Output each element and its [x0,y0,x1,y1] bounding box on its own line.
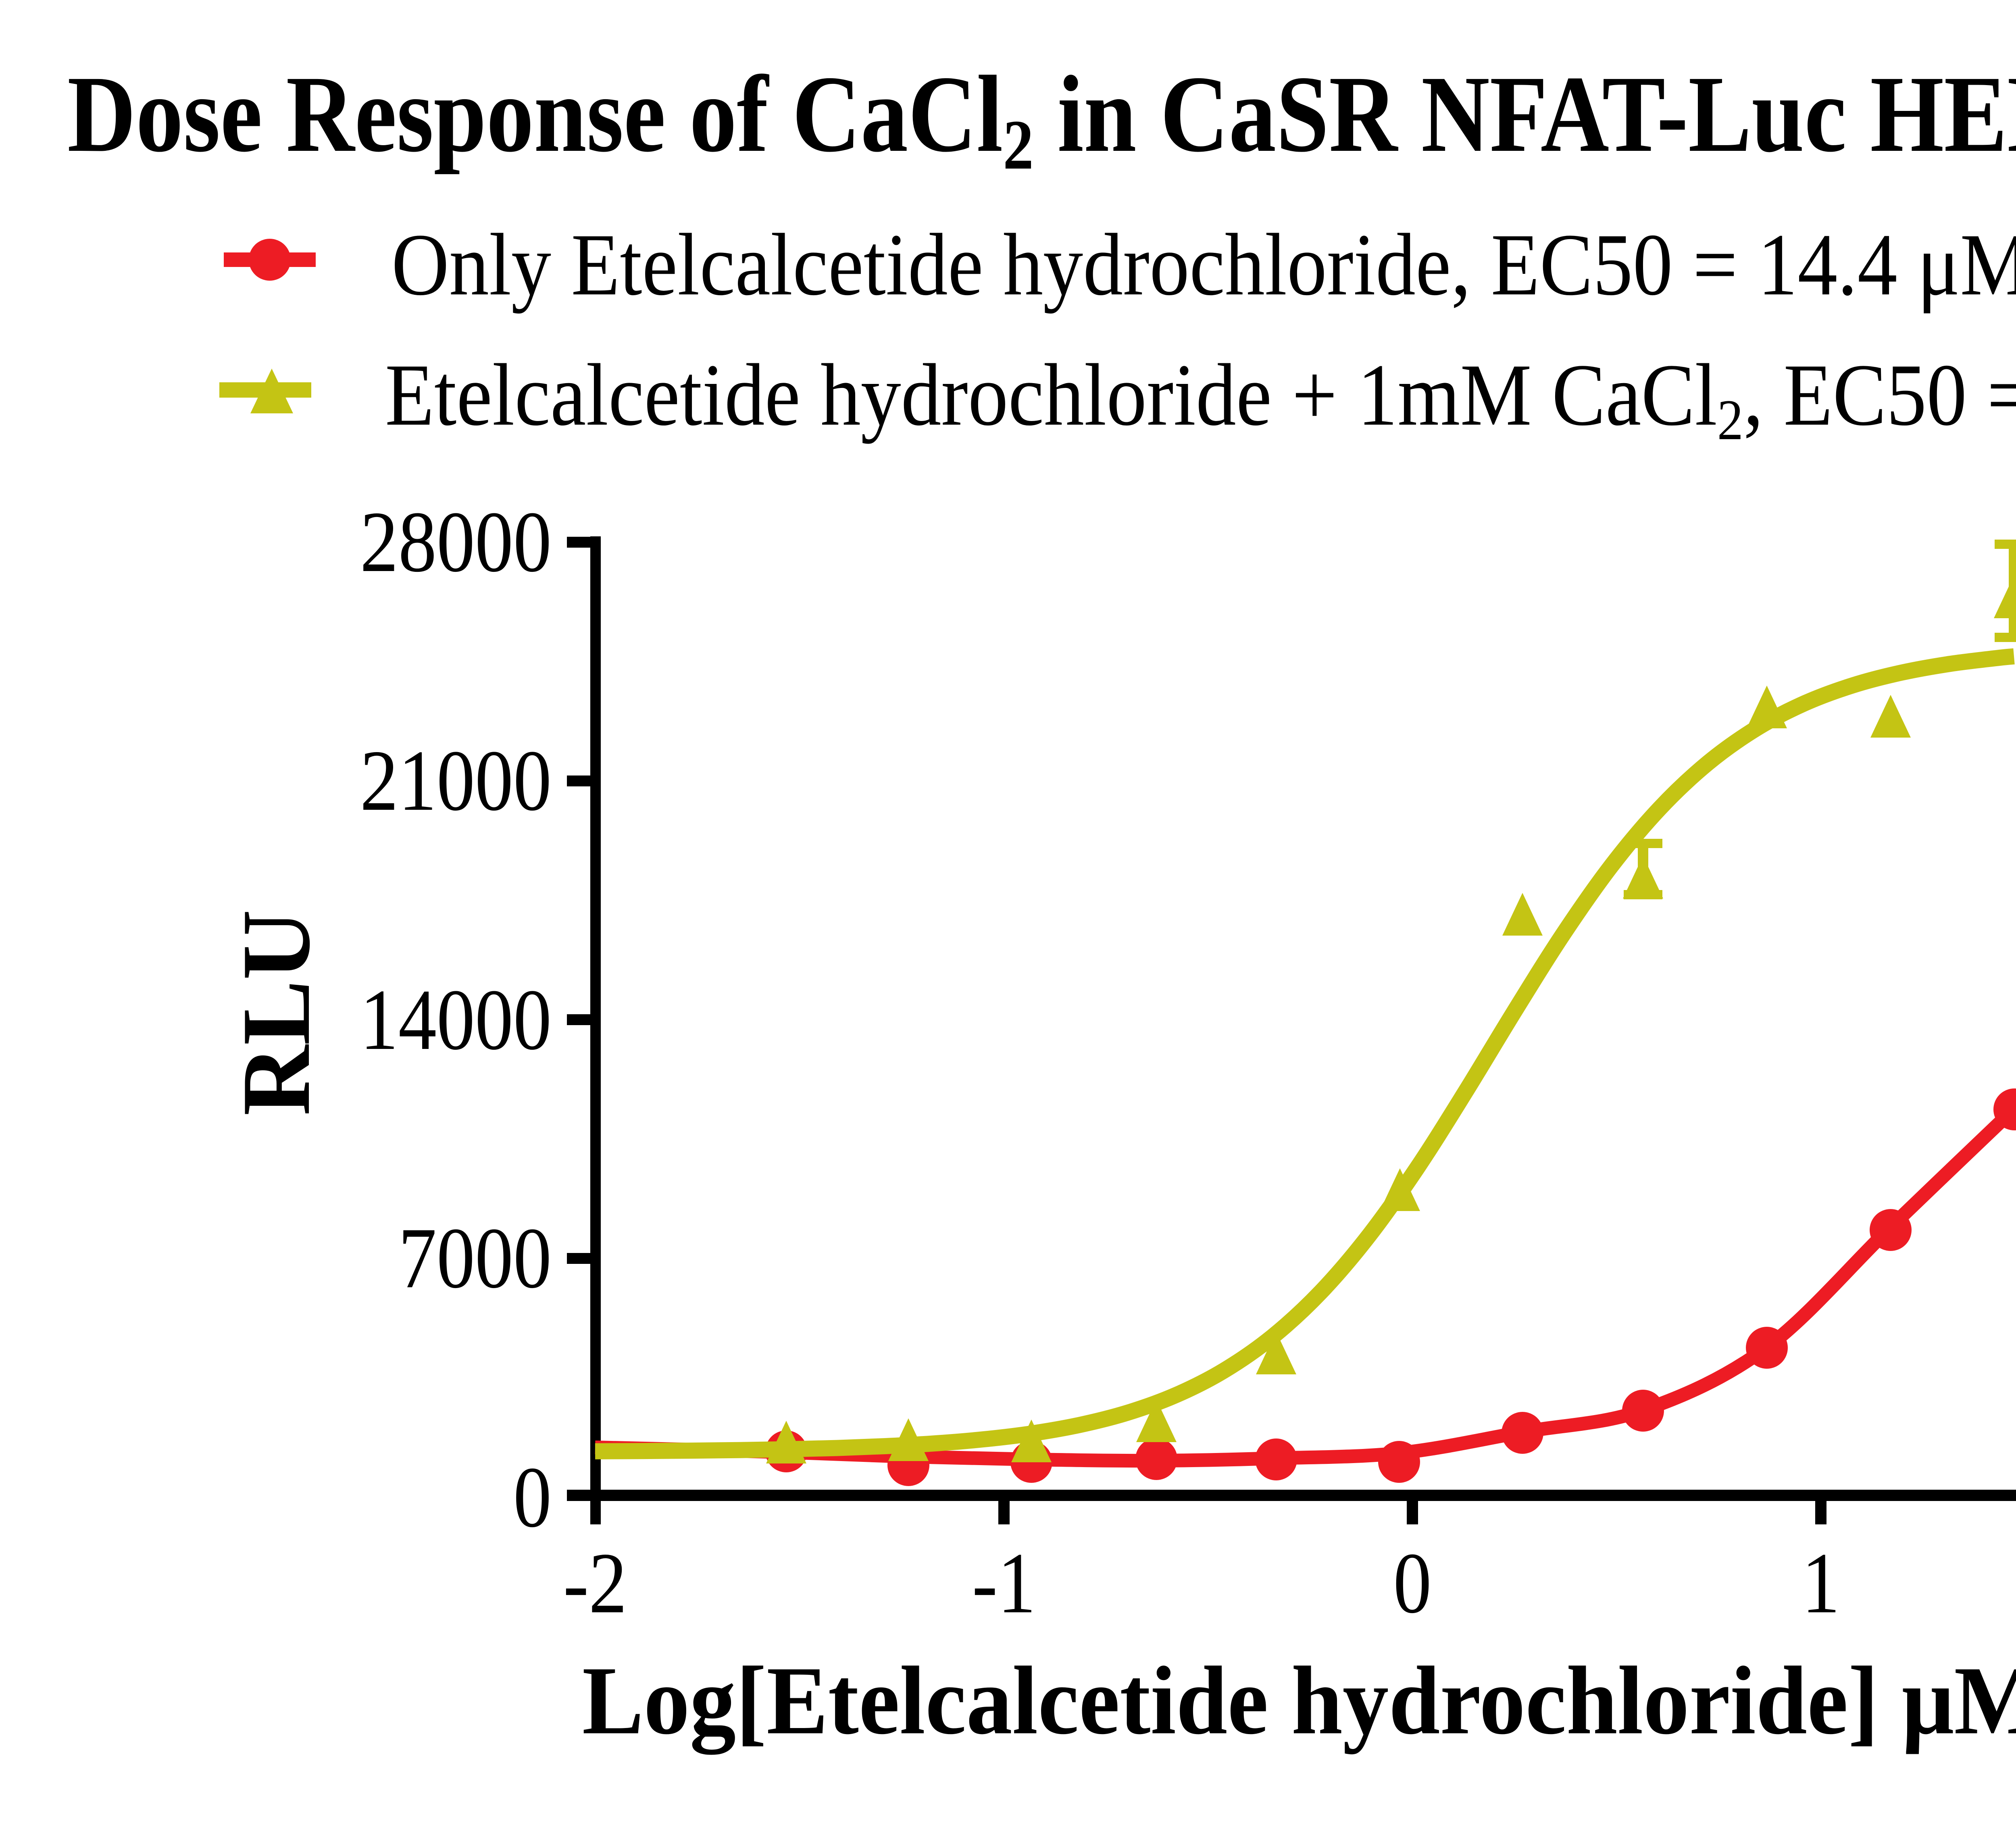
svg-text:0: 0 [1393,1535,1431,1632]
svg-text:-2: -2 [563,1535,627,1632]
svg-text:0: 0 [513,1449,552,1546]
svg-text:Log[Etelcalcetide hydrochlorid: Log[Etelcalcetide hydrochloride] μM [582,1646,2016,1755]
svg-text:RLU: RLU [222,910,330,1116]
svg-text:7000: 7000 [398,1210,552,1307]
svg-text:Only Etelcalcetide hydrochlori: Only Etelcalcetide hydrochloride, EC50 =… [392,216,2016,314]
svg-text:14000: 14000 [360,972,552,1068]
svg-text:-1: -1 [972,1535,1036,1632]
svg-text:Dose Response of CaCl2 in CaSR: Dose Response of CaCl2 in CaSR NFAT-Luc … [67,53,2016,184]
svg-text:28000: 28000 [360,494,552,590]
svg-text:1: 1 [1801,1535,1840,1632]
svg-text:Etelcalcetide hydrochloride +: Etelcalcetide hydrochloride + 1mM CaCl2,… [385,346,2016,452]
svg-text:21000: 21000 [360,733,552,829]
